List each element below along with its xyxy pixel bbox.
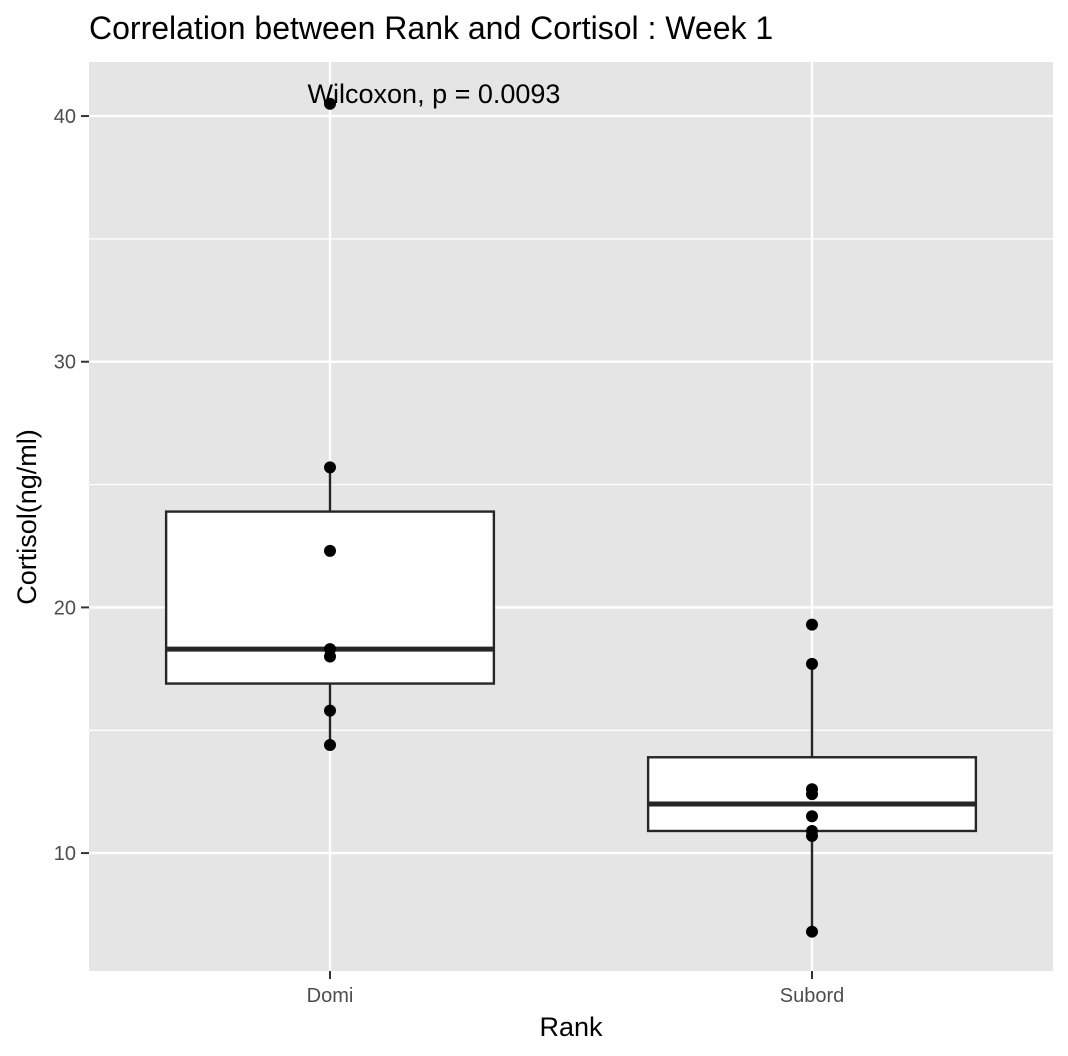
y-axis-ticks: 10 20 30 40 [54, 106, 89, 865]
y-tick-label: 10 [54, 843, 76, 865]
data-point-subord [806, 925, 818, 938]
data-point-domi [324, 650, 336, 663]
data-point-subord [806, 618, 818, 631]
y-tick-label: 20 [54, 597, 76, 619]
data-point-domi [324, 461, 336, 474]
data-point-domi [324, 738, 336, 751]
x-tick-label-subord: Subord [780, 985, 845, 1007]
x-tick-label-domi: Domi [307, 985, 354, 1007]
x-axis-ticks: Domi Subord [307, 971, 845, 1007]
y-tick-label: 40 [54, 106, 76, 128]
data-point-domi [324, 544, 336, 557]
data-point-domi [324, 704, 336, 717]
chart-title: Correlation between Rank and Cortisol : … [89, 10, 773, 46]
wilcoxon-annotation: Wilcoxon, p = 0.0093 [308, 79, 561, 109]
data-point-subord [806, 657, 818, 670]
minor-gridlines [89, 238, 1053, 731]
data-point-subord [806, 829, 818, 842]
data-points [324, 97, 818, 938]
data-point-domi [324, 97, 336, 110]
y-axis-title: Cortisol(ng/ml) [12, 429, 42, 605]
data-point-subord [806, 810, 818, 823]
x-axis-title: Rank [539, 1012, 603, 1042]
data-point-subord [806, 788, 818, 801]
y-tick-label: 30 [54, 352, 76, 374]
